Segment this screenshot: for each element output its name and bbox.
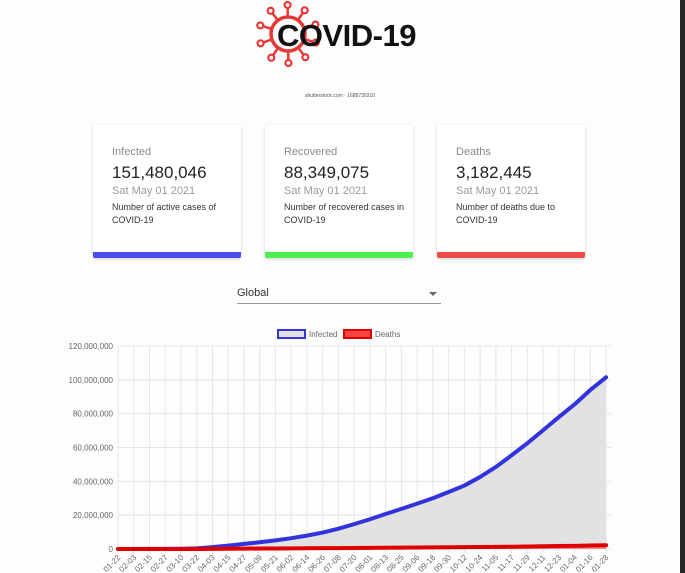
legend-label-deaths: Deaths	[375, 330, 400, 339]
data-point	[462, 484, 466, 488]
data-point	[525, 441, 529, 445]
virus-icon	[256, 0, 320, 68]
data-point	[273, 546, 277, 550]
data-point	[541, 544, 545, 548]
data-point	[494, 465, 498, 469]
data-point	[179, 547, 183, 551]
country-select-value: Global	[237, 287, 269, 299]
data-point	[195, 547, 199, 551]
series-area-infected	[118, 377, 607, 549]
data-point	[557, 415, 561, 419]
data-point	[258, 547, 262, 551]
card-description: Number of recovered cases in COVID-19	[284, 202, 405, 225]
legend-label-infected: Infected	[309, 330, 337, 339]
data-point	[273, 538, 277, 542]
data-point	[525, 545, 529, 549]
data-point	[541, 428, 545, 432]
data-point	[147, 547, 151, 551]
data-point	[588, 388, 592, 392]
data-point	[462, 545, 466, 549]
data-point	[384, 512, 388, 516]
data-point	[336, 527, 340, 531]
data-point	[305, 534, 309, 538]
data-point	[573, 402, 577, 406]
data-point	[415, 546, 419, 550]
data-point	[415, 502, 419, 506]
data-point	[226, 544, 230, 548]
data-point	[588, 544, 592, 548]
covid-logo: COVID-19	[256, 0, 417, 68]
card-color-bar	[437, 252, 585, 258]
card-date: Sat May 01 2021	[284, 185, 368, 197]
data-point	[289, 546, 293, 550]
data-point	[368, 546, 372, 550]
data-point	[557, 544, 561, 548]
card-date: Sat May 01 2021	[112, 185, 196, 197]
data-point	[573, 544, 577, 548]
card-date: Sat May 01 2021	[456, 185, 540, 197]
x-tick-label: 01-28	[590, 553, 611, 573]
data-point	[604, 543, 608, 547]
card-recovered: Recovered 88,349,075 Sat May 01 2021 Num…	[265, 125, 413, 258]
data-point	[431, 545, 435, 549]
card-color-bar	[265, 252, 413, 258]
data-point	[352, 546, 356, 550]
card-deaths: Deaths 3,182,445 Sat May 01 2021 Number …	[437, 125, 585, 258]
window-edge	[680, 0, 685, 573]
y-tick-label: 40,000,000	[73, 477, 114, 486]
data-point	[305, 546, 309, 550]
y-tick-label: 20,000,000	[73, 511, 114, 520]
data-point	[321, 546, 325, 550]
data-point	[242, 547, 246, 551]
data-point	[447, 545, 451, 549]
data-point	[289, 536, 293, 540]
data-point	[352, 522, 356, 526]
card-title: Deaths	[456, 146, 491, 158]
legend-swatch-infected	[277, 329, 306, 339]
data-point	[226, 547, 230, 551]
data-point	[242, 542, 246, 546]
data-point	[132, 547, 136, 551]
series-line-deaths	[116, 543, 609, 551]
card-title: Recovered	[284, 146, 338, 158]
data-point	[431, 496, 435, 500]
card-color-bar	[93, 252, 241, 258]
y-tick-label: 100,000,000	[69, 376, 114, 385]
data-point	[478, 475, 482, 479]
data-point	[163, 547, 167, 551]
card-title: Infected	[112, 146, 152, 158]
data-point	[210, 547, 214, 551]
data-point	[321, 531, 325, 535]
country-select[interactable]: Global	[237, 284, 441, 304]
data-point	[399, 546, 403, 550]
data-point	[116, 547, 120, 551]
card-infected: Infected 151,480,046 Sat May 01 2021 Num…	[93, 125, 241, 258]
cases-chart: 0 20,000,000 40,000,000 60,000,000 80,000,00…	[69, 329, 611, 573]
y-tick-label: 80,000,000	[73, 410, 114, 419]
card-description: Number of active cases of COVID-19	[112, 202, 217, 225]
data-point	[399, 507, 403, 511]
logo-watermark: shutterstock.com · 1688730310	[304, 93, 376, 99]
data-point	[336, 546, 340, 550]
card-value: 3,182,445	[456, 163, 532, 182]
data-point	[368, 517, 372, 521]
y-tick-label: 0	[109, 545, 114, 554]
y-tick-label: 120,000,000	[69, 342, 114, 351]
legend-swatch-deaths	[343, 329, 372, 339]
data-point	[384, 546, 388, 550]
chevron-down-icon	[429, 292, 437, 296]
card-value: 151,480,046	[112, 163, 207, 182]
card-description: Number of deaths due to COVID-19	[456, 202, 556, 225]
data-point	[510, 545, 514, 549]
y-tick-label: 60,000,000	[73, 444, 114, 453]
data-point	[447, 490, 451, 494]
data-point	[494, 545, 498, 549]
data-point	[510, 453, 514, 457]
data-point	[478, 545, 482, 549]
logo-text: COVID-19	[277, 18, 416, 53]
data-point	[258, 540, 262, 544]
card-value: 88,349,075	[284, 163, 370, 182]
data-point	[604, 375, 608, 379]
